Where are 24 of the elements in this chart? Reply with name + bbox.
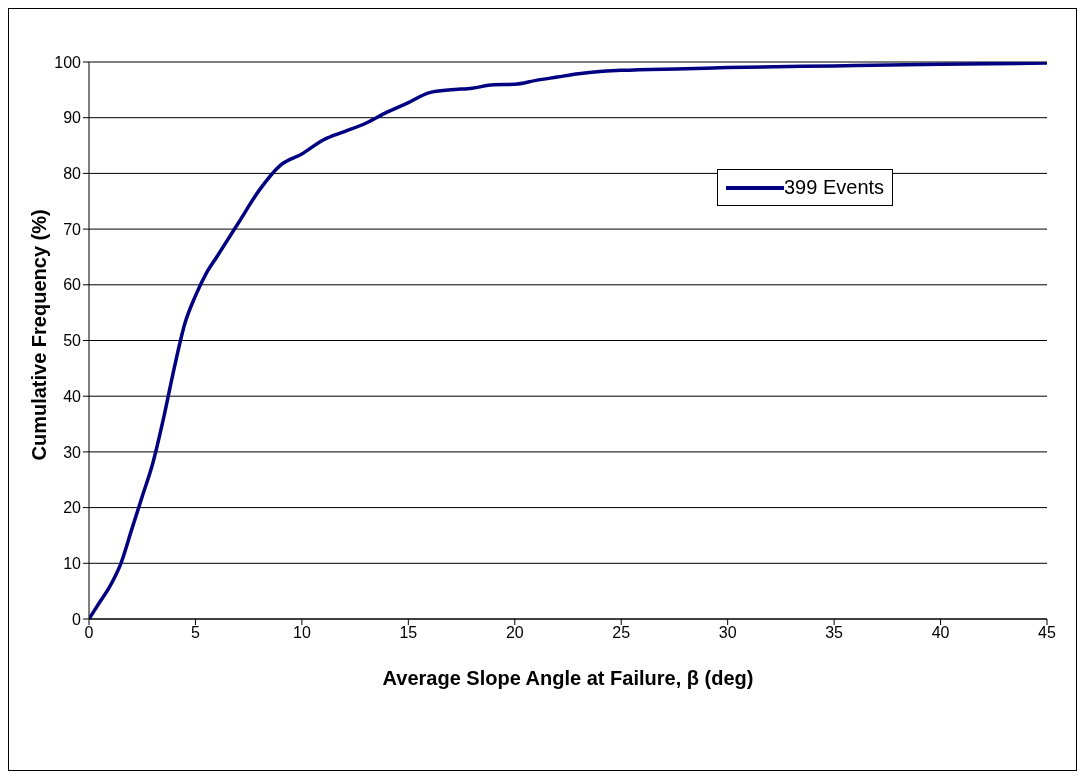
y-tick-label: 0 [72,610,82,628]
y-tick-label: 90 [63,109,82,127]
y-tick-label: 60 [63,276,82,294]
y-tick-label: 40 [63,387,82,405]
x-tick-label: 40 [931,624,950,642]
y-tick-label: 70 [63,220,82,238]
x-tick-label: 15 [399,624,418,642]
y-axis-title: Cumulative Frequency (%) [28,209,51,461]
y-tick-label: 10 [63,554,82,572]
y-tick-label: 50 [63,332,82,350]
y-tick-label: 20 [63,499,82,517]
x-tick-label: 25 [612,624,631,642]
x-tick-label: 30 [718,624,737,642]
x-tick-label: 35 [825,624,844,642]
x-tick-label: 10 [292,624,311,642]
x-tick-label: 5 [190,624,200,642]
y-tick-label: 80 [63,165,82,183]
y-tick-label: 30 [63,443,82,461]
x-tick-label: 20 [505,624,524,642]
y-tick-label: 100 [54,53,82,71]
legend-label: 399 Events [784,176,885,199]
x-tick-label: 45 [1038,624,1056,642]
x-tick-label: 0 [84,624,94,642]
x-axis-title: Average Slope Angle at Failure, β (deg) [382,667,754,689]
